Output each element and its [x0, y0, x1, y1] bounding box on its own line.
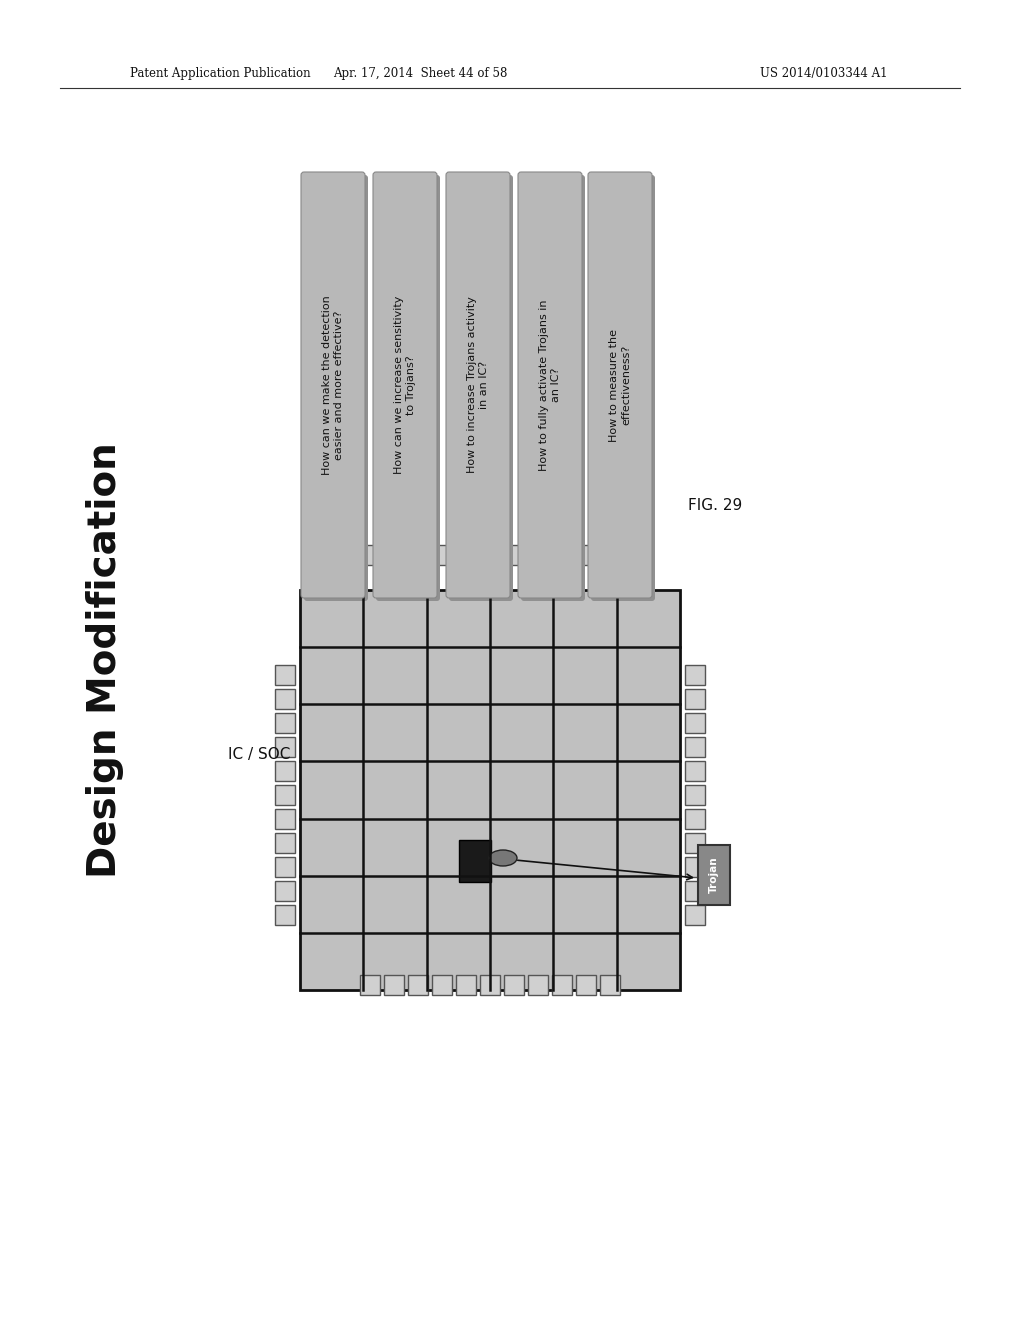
- FancyBboxPatch shape: [591, 176, 655, 601]
- Bar: [459, 840, 490, 882]
- Bar: [275, 833, 295, 853]
- Bar: [275, 809, 295, 829]
- Bar: [552, 545, 572, 565]
- Bar: [685, 689, 705, 709]
- Bar: [384, 545, 404, 565]
- Text: How to fully activate Trojans in
an IC?: How to fully activate Trojans in an IC?: [539, 300, 561, 471]
- Bar: [552, 975, 572, 995]
- Bar: [600, 545, 620, 565]
- Text: How can we make the detection
easier and more effective?: How can we make the detection easier and…: [322, 296, 344, 475]
- Bar: [685, 833, 705, 853]
- Bar: [360, 545, 380, 565]
- Bar: [456, 545, 476, 565]
- FancyBboxPatch shape: [446, 172, 510, 598]
- Bar: [275, 665, 295, 685]
- FancyBboxPatch shape: [304, 176, 368, 601]
- Bar: [408, 545, 428, 565]
- FancyBboxPatch shape: [518, 172, 582, 598]
- Bar: [275, 713, 295, 733]
- Text: How to increase Trojans activity
in an IC?: How to increase Trojans activity in an I…: [467, 297, 489, 474]
- Bar: [432, 975, 452, 995]
- Bar: [432, 545, 452, 565]
- Bar: [685, 880, 705, 902]
- Text: How to measure the
effectiveness?: How to measure the effectiveness?: [609, 329, 631, 441]
- Text: IC / SOC: IC / SOC: [227, 747, 290, 763]
- Bar: [384, 975, 404, 995]
- Bar: [685, 737, 705, 756]
- Bar: [575, 545, 596, 565]
- Bar: [275, 737, 295, 756]
- FancyBboxPatch shape: [588, 172, 652, 598]
- Text: Design Modification: Design Modification: [86, 442, 124, 878]
- Bar: [600, 975, 620, 995]
- Text: Patent Application Publication: Patent Application Publication: [130, 66, 310, 79]
- Bar: [275, 785, 295, 805]
- FancyBboxPatch shape: [521, 176, 585, 601]
- Bar: [275, 689, 295, 709]
- Text: US 2014/0103344 A1: US 2014/0103344 A1: [760, 66, 888, 79]
- Bar: [275, 906, 295, 925]
- Bar: [685, 762, 705, 781]
- FancyBboxPatch shape: [376, 176, 440, 601]
- Bar: [480, 975, 500, 995]
- Bar: [300, 590, 680, 990]
- Bar: [275, 857, 295, 876]
- Bar: [685, 857, 705, 876]
- FancyBboxPatch shape: [301, 172, 365, 598]
- FancyBboxPatch shape: [373, 172, 437, 598]
- Bar: [685, 809, 705, 829]
- Bar: [360, 975, 380, 995]
- Bar: [456, 975, 476, 995]
- Bar: [528, 975, 548, 995]
- Bar: [698, 845, 730, 906]
- Bar: [685, 785, 705, 805]
- Text: Trojan: Trojan: [709, 857, 719, 894]
- Bar: [275, 880, 295, 902]
- Text: Apr. 17, 2014  Sheet 44 of 58: Apr. 17, 2014 Sheet 44 of 58: [333, 66, 507, 79]
- Bar: [685, 713, 705, 733]
- Bar: [408, 975, 428, 995]
- Bar: [275, 762, 295, 781]
- Text: FIG. 29: FIG. 29: [688, 498, 742, 512]
- Bar: [504, 975, 524, 995]
- Bar: [685, 906, 705, 925]
- Text: How can we increase sensitivity
to Trojans?: How can we increase sensitivity to Troja…: [394, 296, 416, 474]
- FancyBboxPatch shape: [449, 176, 513, 601]
- Ellipse shape: [489, 850, 517, 866]
- Bar: [504, 545, 524, 565]
- Bar: [480, 545, 500, 565]
- Bar: [575, 975, 596, 995]
- Bar: [685, 665, 705, 685]
- Bar: [528, 545, 548, 565]
